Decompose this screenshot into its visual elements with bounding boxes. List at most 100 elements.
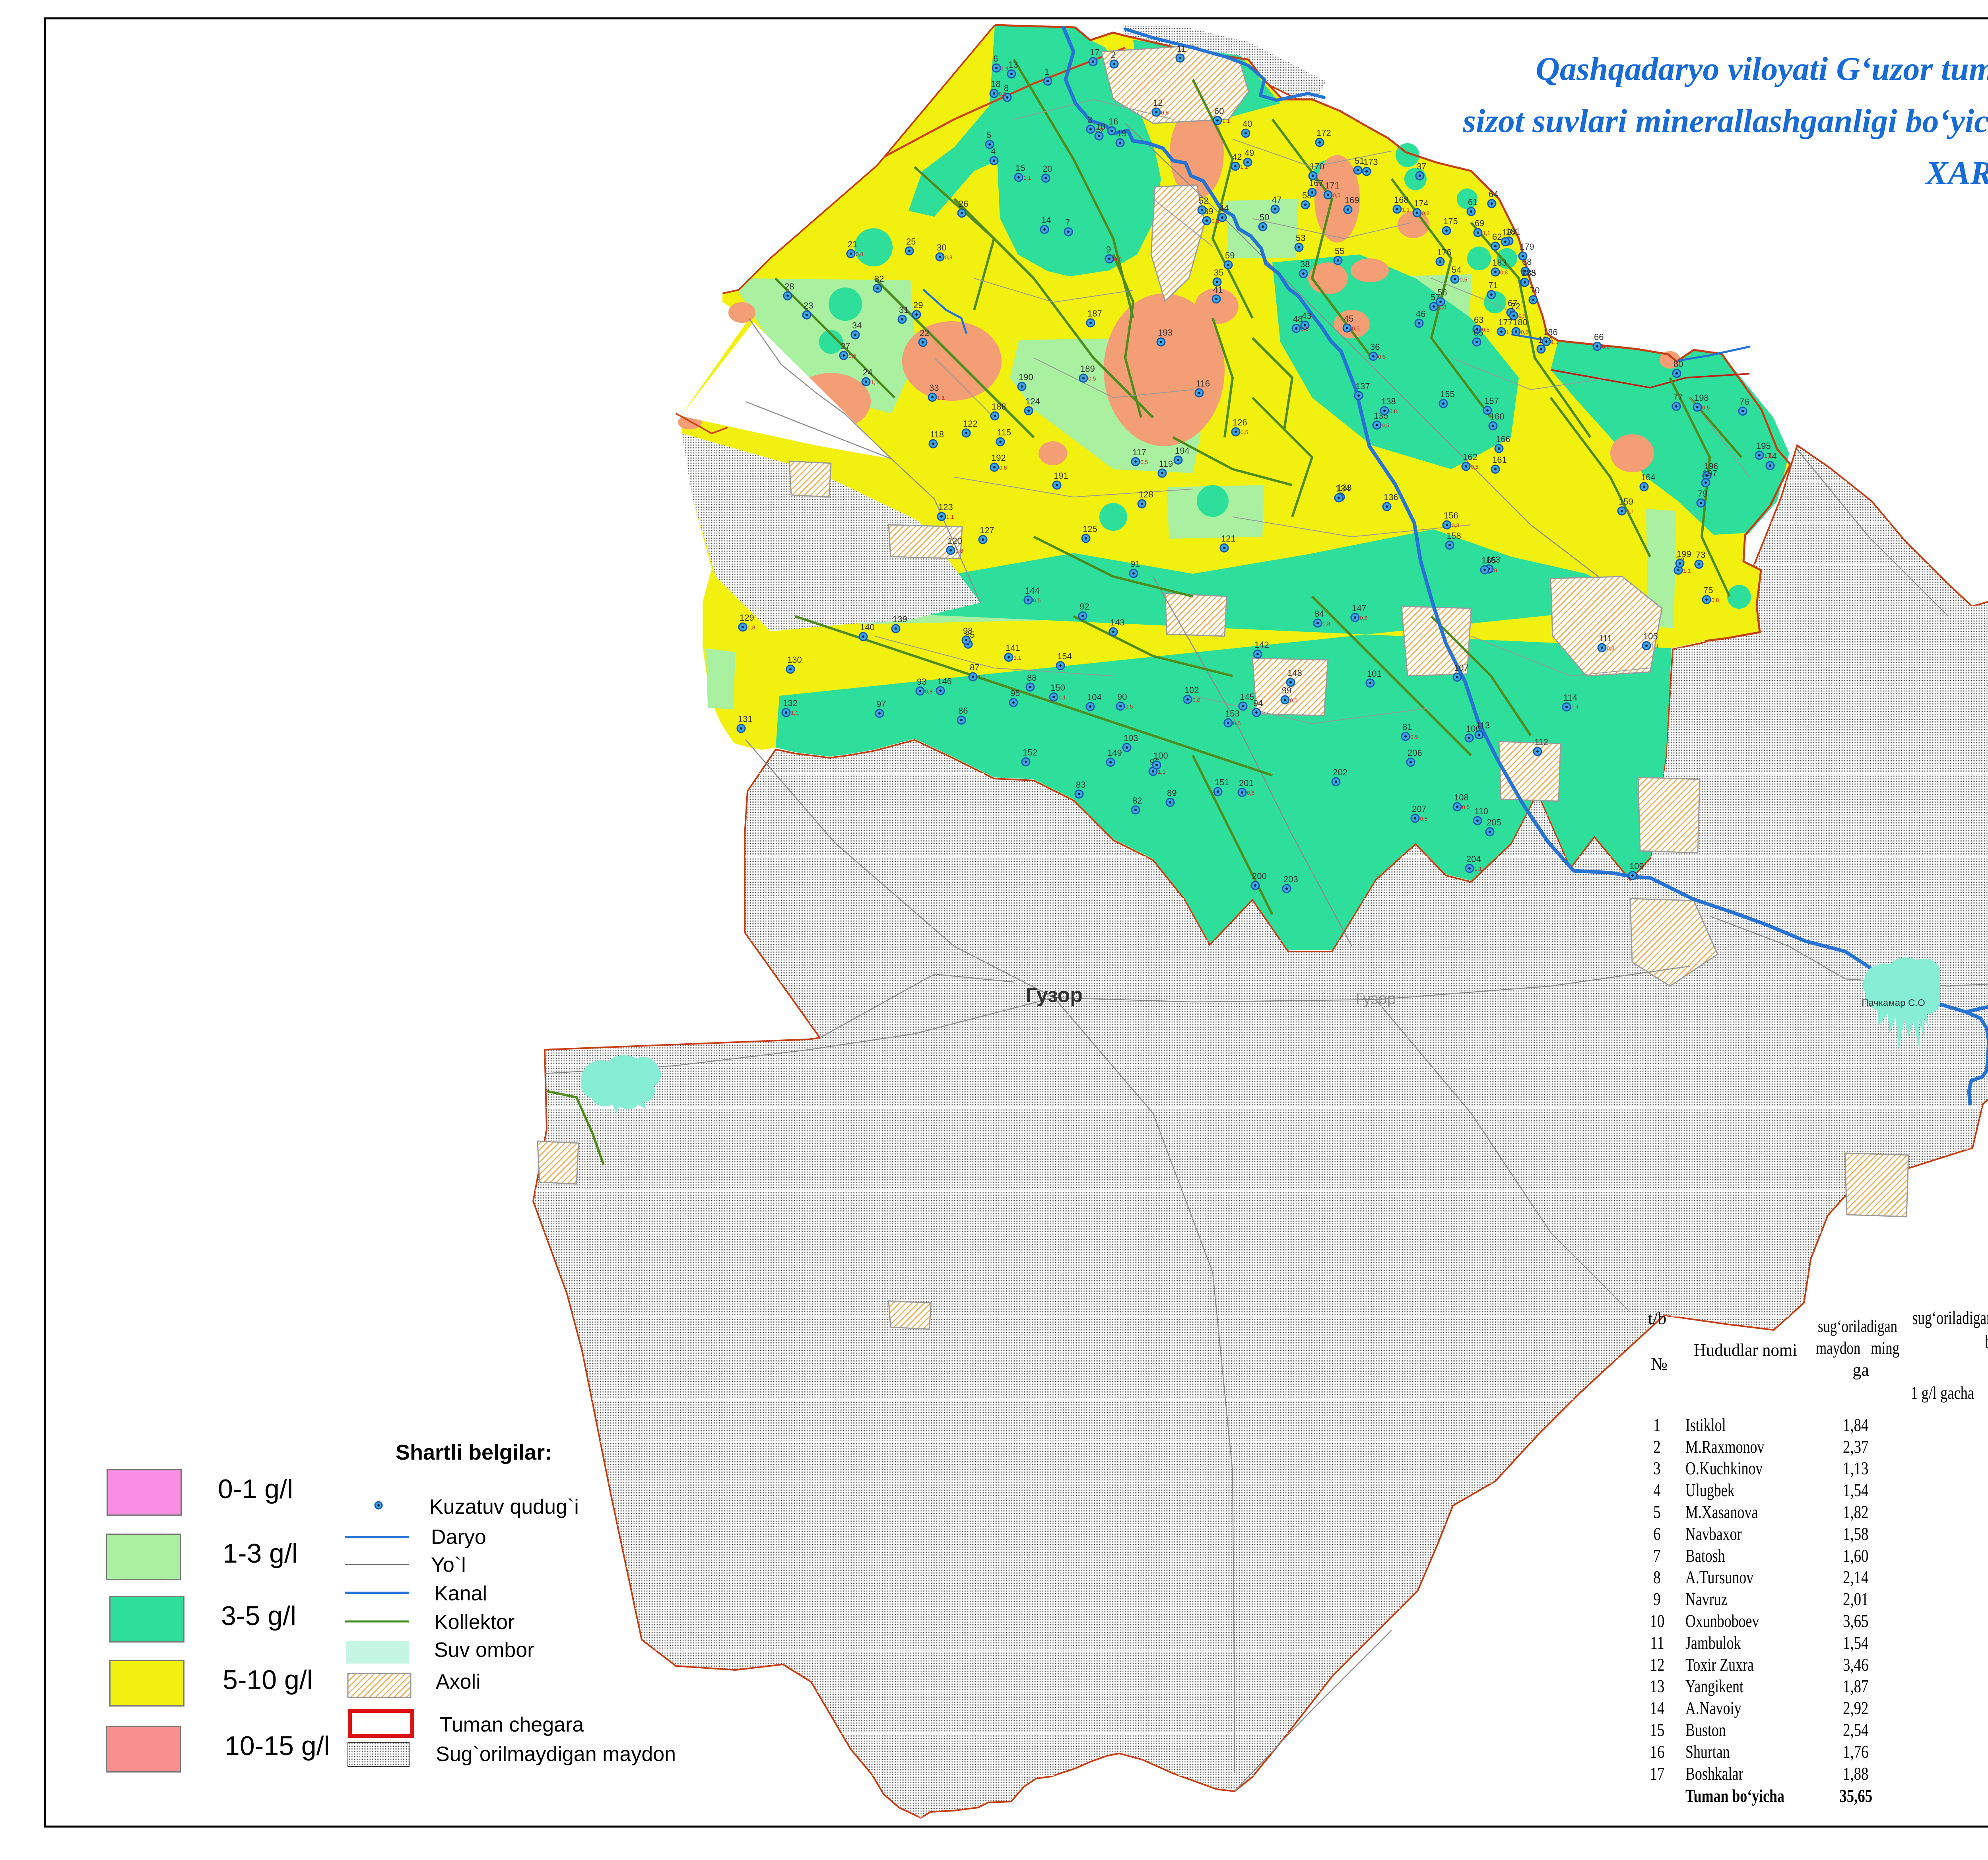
svg-text:143: 143 [1110,617,1125,627]
svg-text:140: 140 [860,622,875,632]
svg-text:97: 97 [876,699,886,709]
svg-text:134: 134 [1336,483,1350,493]
svg-text:73: 73 [1696,550,1705,560]
svg-text:53: 53 [1296,233,1305,243]
svg-text:108: 108 [1454,792,1469,802]
svg-text:22: 22 [920,328,929,338]
svg-text:111: 111 [1599,633,1612,643]
svg-text:186: 186 [1543,327,1558,337]
svg-text:162: 162 [1463,452,1477,462]
svg-text:206: 206 [1408,748,1422,758]
svg-text:128: 128 [1139,489,1153,499]
svg-text:147: 147 [1352,603,1367,613]
svg-text:207: 207 [1412,804,1427,814]
svg-text:0,5: 0,5 [1114,256,1122,262]
svg-text:197: 197 [1703,468,1717,478]
svg-text:0,8: 0,8 [1095,126,1103,133]
svg-text:1,1: 1,1 [1013,654,1021,661]
svg-text:55: 55 [1335,246,1344,256]
svg-text:20: 20 [1043,164,1052,174]
svg-text:59: 59 [1225,250,1235,260]
svg-text:54: 54 [1452,265,1461,275]
svg-text:11: 11 [1177,44,1186,54]
svg-text:0,8: 0,8 [1322,620,1330,627]
svg-text:0,5: 0,5 [1471,464,1479,470]
svg-text:117: 117 [1132,447,1146,457]
svg-text:42: 42 [1232,152,1242,162]
svg-text:bo‘yicha bo‘linganligi (ming g: bo‘yicha bo‘linganligi (ming gektar) [1985,1331,1988,1352]
svg-text:99: 99 [1282,685,1291,695]
svg-text:119: 119 [1159,459,1173,469]
svg-text:187: 187 [1087,309,1102,318]
svg-text:7: 7 [1065,217,1070,227]
svg-text:185: 185 [1522,268,1536,278]
svg-text:89: 89 [1167,788,1176,798]
svg-text:0,5: 0,5 [1420,815,1428,822]
svg-text:sug‘oriladigan maydonlarni si: sug‘oriladigan maydonlarni sizot suvlari… [1912,1307,1988,1328]
svg-text:182: 182 [1502,227,1517,237]
svg-text:127: 127 [980,525,994,535]
svg-text:122: 122 [963,419,978,429]
svg-text:159: 159 [1619,497,1633,507]
svg-text:50: 50 [1260,212,1269,222]
svg-text:49: 49 [1244,148,1254,158]
svg-text:166: 166 [1496,434,1510,444]
svg-text:10: 10 [1096,122,1105,132]
svg-text:188: 188 [992,402,1006,412]
svg-text:24: 24 [863,367,872,377]
svg-text:0,8: 0,8 [1360,615,1368,621]
svg-text:Hududlar nomi: Hududlar nomi [1694,1340,1797,1360]
svg-text:118: 118 [930,429,944,439]
svg-text:34: 34 [852,320,862,330]
svg-text:56: 56 [1437,287,1447,297]
svg-text:205: 205 [1487,817,1501,827]
svg-text:0,5: 0,5 [1352,325,1360,332]
svg-text:43: 43 [1302,311,1311,321]
svg-text:29: 29 [913,300,923,310]
svg-text:62: 62 [1492,232,1502,242]
svg-text:195: 195 [1756,441,1771,451]
svg-text:33: 33 [929,383,939,393]
svg-text:61: 61 [1468,197,1477,207]
svg-text:94: 94 [1253,698,1263,708]
svg-text:152: 152 [1023,747,1037,757]
svg-text:194: 194 [1175,446,1190,456]
svg-text:76: 76 [1740,397,1749,407]
svg-text:0,8: 0,8 [1161,109,1169,116]
svg-text:79: 79 [1698,489,1707,499]
svg-text:0,5: 0,5 [848,353,856,359]
svg-text:1,1: 1,1 [1683,567,1691,574]
svg-text:91: 91 [1130,559,1140,569]
svg-text:180: 180 [1513,317,1528,327]
svg-text:105: 105 [1643,631,1658,641]
svg-text:67: 67 [1508,298,1517,308]
svg-text:120: 120 [947,536,962,546]
svg-text:0,8: 0,8 [1301,326,1309,332]
svg-text:1,1: 1,1 [791,710,799,716]
svg-text:203: 203 [1283,874,1298,884]
svg-text:87: 87 [970,662,979,672]
svg-text:121: 121 [1221,534,1236,544]
svg-text:0,8: 0,8 [999,464,1007,471]
svg-text:69: 69 [1475,218,1484,228]
svg-text:28: 28 [784,282,794,291]
svg-text:137: 137 [1355,381,1370,391]
svg-text:0,8: 0,8 [1389,408,1397,414]
svg-text:60: 60 [1214,106,1224,116]
svg-text:1,1: 1,1 [1001,65,1009,72]
svg-text:66: 66 [1594,332,1604,342]
svg-text:Гузор: Гузор [1025,984,1083,1007]
svg-text:64: 64 [1489,189,1498,199]
svg-text:25: 25 [906,237,916,247]
svg-text:0,8: 0,8 [1192,697,1200,703]
svg-text:1,1: 1,1 [1627,508,1635,515]
svg-text:0,8: 0,8 [1500,269,1508,276]
svg-text:165: 165 [1481,555,1496,565]
svg-text:110: 110 [1474,806,1488,816]
svg-text:57: 57 [1431,292,1440,302]
svg-text:131: 131 [738,714,753,724]
svg-text:172: 172 [1316,128,1331,138]
svg-text:138: 138 [1381,396,1396,406]
svg-text:14: 14 [1041,215,1051,225]
svg-text:104: 104 [1087,692,1102,702]
